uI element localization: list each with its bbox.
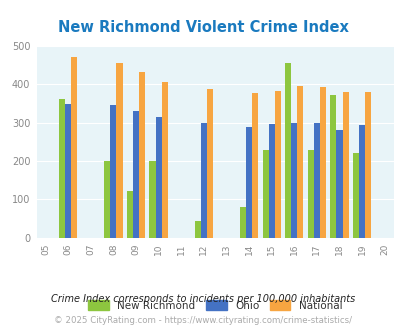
Bar	[71, 57, 77, 238]
Bar	[149, 161, 155, 238]
Legend: New Richmond, Ohio, National: New Richmond, Ohio, National	[88, 300, 341, 311]
Bar	[313, 123, 319, 238]
Bar	[104, 161, 110, 238]
Bar	[330, 95, 336, 238]
Bar	[358, 125, 364, 238]
Bar	[139, 72, 145, 238]
Bar	[239, 207, 245, 238]
Bar	[319, 87, 325, 238]
Bar	[290, 123, 296, 238]
Bar	[262, 149, 268, 238]
Bar	[307, 150, 313, 238]
Bar	[110, 105, 116, 238]
Bar	[194, 221, 200, 238]
Bar	[133, 111, 139, 238]
Bar	[207, 89, 213, 238]
Bar	[127, 191, 133, 238]
Bar	[245, 127, 252, 238]
Bar	[116, 63, 122, 238]
Bar	[155, 117, 161, 238]
Bar	[252, 93, 258, 238]
Text: Crime Index corresponds to incidents per 100,000 inhabitants: Crime Index corresponds to incidents per…	[51, 294, 354, 304]
Bar	[161, 82, 167, 238]
Text: © 2025 CityRating.com - https://www.cityrating.com/crime-statistics/: © 2025 CityRating.com - https://www.city…	[54, 316, 351, 325]
Bar	[284, 63, 290, 238]
Bar	[268, 124, 274, 238]
Bar	[200, 123, 207, 238]
Bar	[364, 92, 371, 238]
Bar	[342, 92, 348, 238]
Bar	[65, 104, 71, 238]
Bar	[352, 152, 358, 238]
Bar	[274, 91, 280, 238]
Bar	[59, 99, 65, 238]
Text: New Richmond Violent Crime Index: New Richmond Violent Crime Index	[58, 20, 347, 35]
Bar	[336, 130, 342, 238]
Bar	[296, 85, 303, 238]
